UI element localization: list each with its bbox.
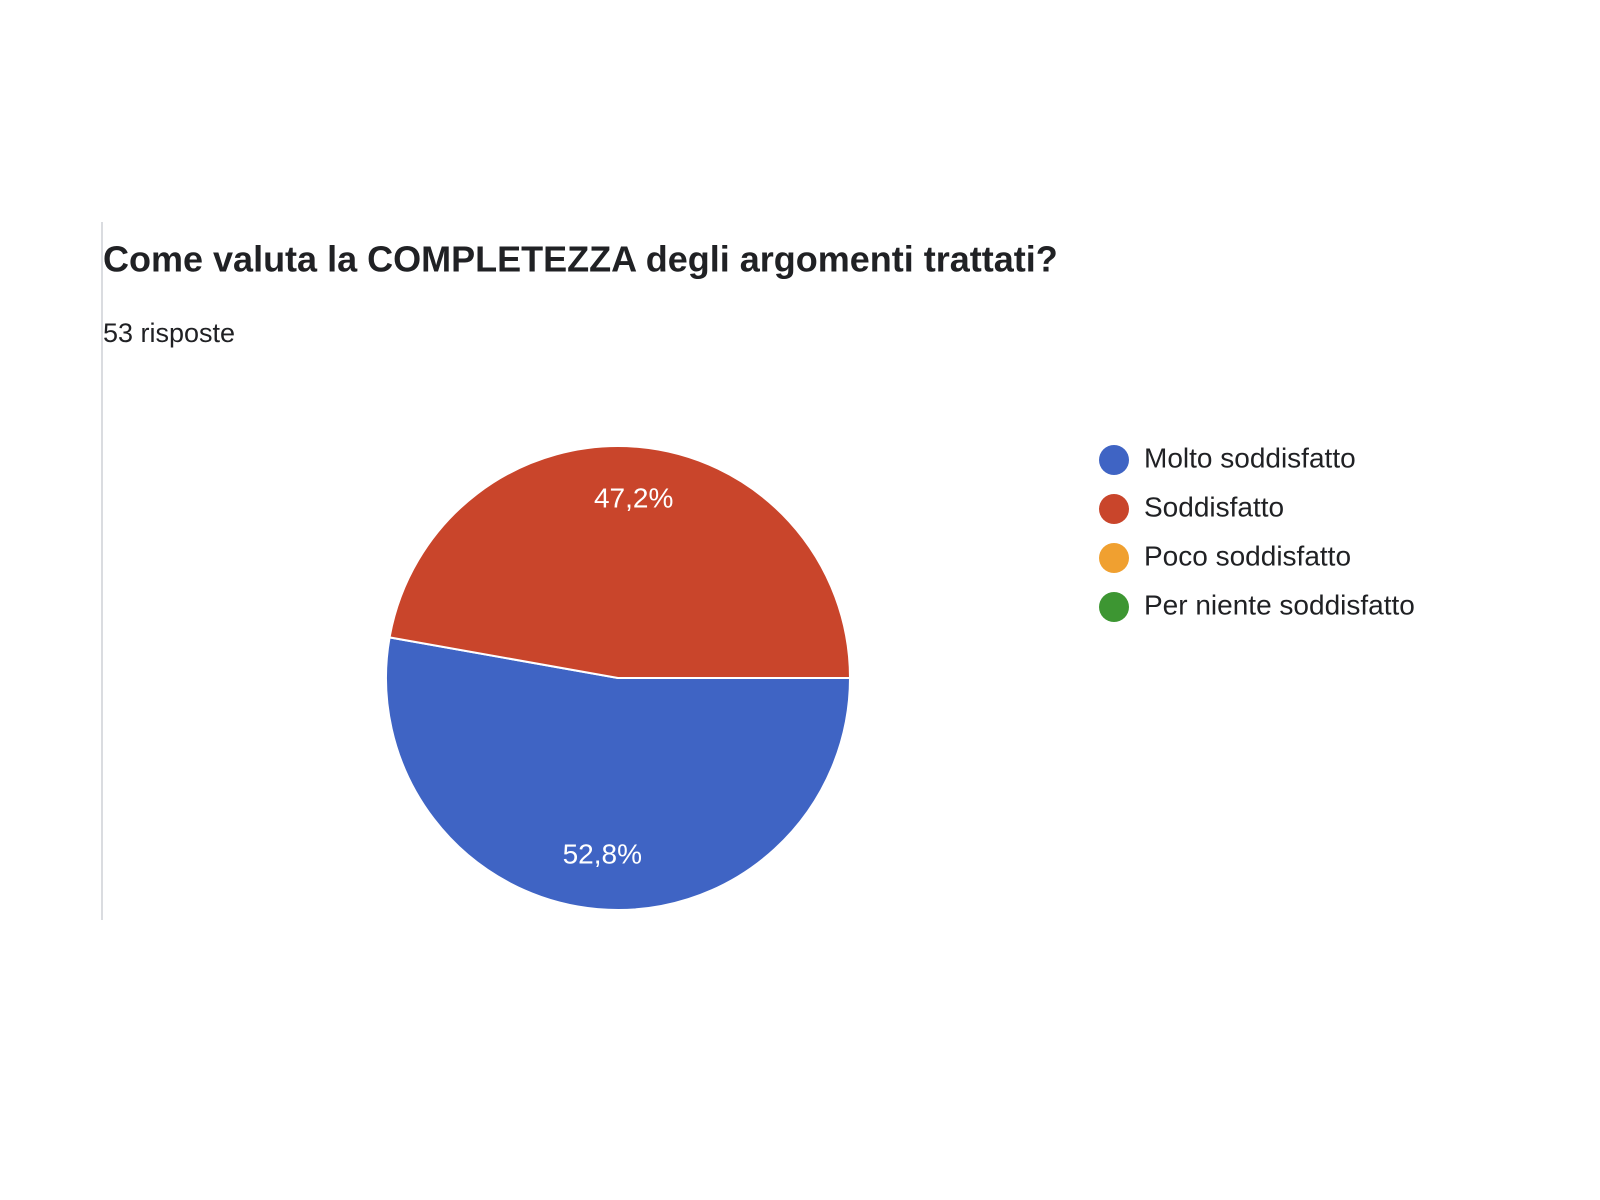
slice-label: 47,2% (594, 482, 673, 513)
legend-label: Molto soddisfatto (1144, 442, 1356, 473)
legend-label: Soddisfatto (1144, 491, 1284, 522)
legend-swatch (1099, 494, 1129, 524)
chart-title: Come valuta la COMPLETEZZA degli argomen… (103, 239, 1058, 280)
legend-swatch (1099, 445, 1129, 475)
pie-slice (385, 636, 852, 911)
legend-label: Per niente soddisfatto (1144, 589, 1415, 620)
chart-subtitle: 53 risposte (103, 318, 235, 348)
legend-label: Poco soddisfatto (1144, 540, 1351, 571)
slice-label: 52,8% (563, 838, 642, 869)
legend-swatch (1099, 592, 1129, 622)
legend-swatch (1099, 543, 1129, 573)
pie-slice (388, 445, 852, 679)
